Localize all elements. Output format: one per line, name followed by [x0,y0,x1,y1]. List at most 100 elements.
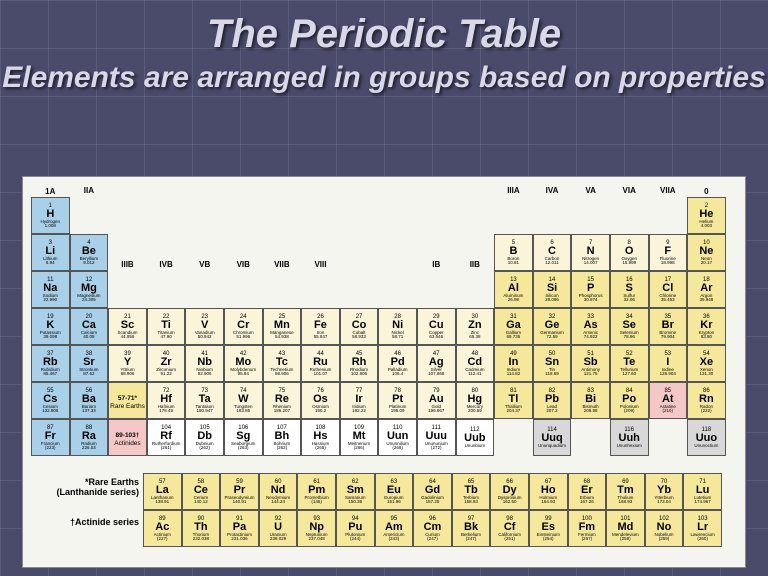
element-cell-H: 1HHydrogen1.008 [31,197,70,234]
element-cell-Uuu: 111UuuUnununium(272) [417,419,456,456]
element-cell-U: 92UUranium238.029 [259,510,298,547]
element-cell-Sg: 106SgSeaborgium(263) [224,419,263,456]
element-cell-Es: 99EsEinsteinium(254) [529,510,568,547]
element-cell-Mo: 42MoMolybdenum95.94 [224,345,263,382]
element-cell-Tl: 81TlThallium204.37 [494,382,533,419]
element-cell-Cr: 24CrChromium51.996 [224,308,263,345]
group-label: IIB [456,260,495,270]
element-cell-Db: 105DbDubnium(262) [185,419,224,456]
element-cell-Ar: 18ArArgon39.948 [687,271,726,308]
group-label: VIA [610,186,649,196]
element-cell-Hf: 72HfHafnium178.49 [147,382,186,419]
element-cell-Uuq: 114UuqUnunquadium [533,419,572,456]
group-label: 1A [31,187,70,197]
element-cell-As: 33AsArsenic74.922 [571,308,610,345]
element-cell-Rb: 37RbRubidium85.467 [31,345,70,382]
element-cell-Co: 27CoCobalt58.933 [340,308,379,345]
element-cell-Tc: 43TcTechnetium98.906 [263,345,302,382]
element-cell-Na: 11NaSodium22.990 [31,271,70,308]
element-cell-Ne: 10NeNeon20.17 [687,234,726,271]
element-cell-F: 9FFluorine18.998 [649,234,688,271]
element-cell-Be: 4BeBeryllium9.012 [70,234,109,271]
periodic-table-board: 1AIIAIIIBIVBVBVIBVIIBVIIIIBIIBIIIAIVAVAV… [22,176,746,568]
element-cell-Nb: 41NbNiobium92.906 [185,345,224,382]
element-cell-Xe: 54XeXenon131.30 [687,345,726,382]
element-cell-Rh: 45RhRhodium102.906 [340,345,379,382]
element-cell-Mg: 12MgMagnesium24.305 [70,271,109,308]
element-cell-Sr: 38SrStrontium87.62 [70,345,109,382]
group-label: IVA [533,186,572,196]
element-cell-Ag: 47AgSilver107.868 [417,345,456,382]
element-cell-In: 49InIndium114.82 [494,345,533,382]
group-label: IB [417,260,456,270]
element-cell-Bh: 107BhBohrium(262) [263,419,302,456]
element-cell-Cd: 48CdCadmium112.41 [456,345,495,382]
element-cell-La: 57LaLanthanum138.91 [143,473,182,510]
element-cell-Dy: 66DyDysprosium162.50 [490,473,529,510]
element-cell-K: 19KPotassium39.098 [31,308,70,345]
element-cell-Yb: 70YbYtterbium173.04 [645,473,684,510]
element-cell-Er: 68ErErbium167.26 [568,473,607,510]
element-cell-Pt: 78PtPlatinum195.09 [378,382,417,419]
group-label: VA [571,186,610,196]
element-cell-Zn: 30ZnZinc65.38 [456,308,495,345]
element-cell-Ho: 67HoHolmium164.93 [529,473,568,510]
element-cell-No: 102NoNobelium(259) [645,510,684,547]
element-cell-Ge: 32GeGermanium72.59 [533,308,572,345]
group-label: 0 [687,187,726,197]
element-cell-Bk: 97BkBerkelium(247) [452,510,491,547]
element-cell-Pb: 82PbLead207.2 [533,382,572,419]
element-cell-Pd: 46PdPalladium106.4 [378,345,417,382]
element-cell-Po: 84PoPolonium(209) [610,382,649,419]
element-cell-Pu: 94PuPlutonium(244) [336,510,375,547]
group-label: IIA [70,186,109,196]
element-cell-Tb: 65TbTerbium158.93 [452,473,491,510]
main-element-grid: 1AIIAIIIBIVBVBVIBVIIBVIIIIBIIBIIIAIVAVAV… [31,183,726,456]
group-label: VB [185,260,224,270]
element-cell-V: 23VVanadium50.942 [185,308,224,345]
page-subtitle: Elements are arranged in groups based on… [0,57,768,96]
group-label: IIIB [108,260,147,270]
element-cell-Cs: 55CsCesium132.906 [31,382,70,419]
element-cell-Rn: 86RnRadon(222) [687,382,726,419]
element-cell-Sn: 50SnTin118.69 [533,345,572,382]
element-cell-Pr: 59PrPraseodymium140.91 [220,473,259,510]
group-label: IVB [147,260,186,270]
element-cell-Sb: 51SbAntimony121.75 [571,345,610,382]
element-cell-He: 2HeHelium4.003 [687,197,726,234]
element-cell-Bi: 83BiBismuth208.98 [571,382,610,419]
element-cell-Y: 39YYttrium88.906 [108,345,147,382]
element-cell-At: 85AtAstatine(210) [649,382,688,419]
actinide-label: †Actinide series [39,517,139,527]
element-cell-Cl: 17ClChlorine35.453 [649,271,688,308]
element-cell-Md: 101MdMendelevium(258) [606,510,645,547]
element-cell-Te: 52TeTellurium127.60 [610,345,649,382]
element-cell-Pa: 91PaProtactinium231.036 [220,510,259,547]
element-cell-W: 74WTungsten183.85 [224,382,263,419]
element-cell-Au: 79AuGold196.967 [417,382,456,419]
group-label: VIIA [649,186,688,196]
element-cell-Uun: 110UunUnunnilium(269) [378,419,417,456]
element-cell-Ba: 56BaBarium137.33 [70,382,109,419]
group-label: VIIB [263,260,302,270]
element-cell-P: 15PPhosphorus30.974 [571,271,610,308]
element-cell-Fe: 26FeIron55.847 [301,308,340,345]
element-cell-I: 53IIodine126.904 [649,345,688,382]
group-label: VIII [301,260,340,270]
element-cell-Tm: 69TmThulium168.93 [606,473,645,510]
element-cell-C: 6CCarbon12.011 [533,234,572,271]
element-cell-Lr: 103LrLawrencium(260) [683,510,722,547]
element-cell-Ac: 89AcActinium(227) [143,510,182,547]
element-cell-Re: 75ReRhenium186.207 [263,382,302,419]
element-cell-Uuh: 116UuhUnunhexium [610,419,649,456]
element-cell-Ni: 28NiNickel58.71 [378,308,417,345]
lanthanide-label: *Rare Earths (Lanthanide series) [39,477,139,497]
element-cell-Hs: 108HsHassium(265) [301,419,340,456]
element-cell-Sc: 21ScScandium44.956 [108,308,147,345]
element-cell-Cf: 98CfCalifornium(251) [490,510,529,547]
element-cell-Pm: 61PmPromethium(145) [297,473,336,510]
element-cell-Cu: 29CuCopper63.546 [417,308,456,345]
element-cell-Zr: 40ZrZirconium91.22 [147,345,186,382]
element-cell-Ir: 77IrIridium192.22 [340,382,379,419]
element-cell-O: 8OOxygen15.999 [610,234,649,271]
